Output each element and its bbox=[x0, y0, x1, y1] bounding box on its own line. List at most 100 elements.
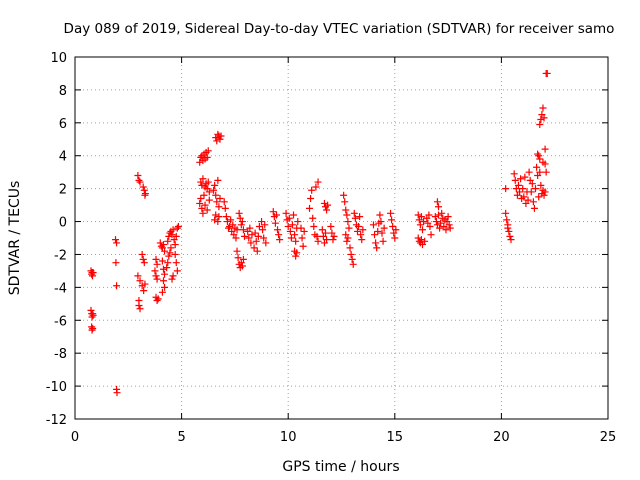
data-point bbox=[535, 193, 543, 201]
data-point bbox=[211, 181, 219, 189]
data-point bbox=[233, 247, 241, 255]
data-point bbox=[168, 275, 176, 283]
data-point bbox=[156, 239, 164, 247]
data-point bbox=[169, 226, 177, 234]
data-point bbox=[248, 231, 256, 239]
data-point bbox=[536, 120, 544, 128]
data-point bbox=[313, 232, 321, 240]
data-point bbox=[136, 277, 144, 285]
data-point bbox=[376, 211, 384, 219]
data-point bbox=[502, 209, 510, 217]
axis-ticks: 0 5 10 15 20 25 -12 -10 -8 -6 -4 -2 0 2 4 6 8 10 bbox=[46, 51, 617, 445]
data-point bbox=[502, 185, 510, 193]
data-point bbox=[237, 221, 245, 229]
data-point bbox=[88, 272, 96, 280]
data-point bbox=[528, 180, 536, 188]
data-point bbox=[139, 255, 147, 263]
data-point bbox=[322, 229, 330, 237]
data-point bbox=[353, 227, 361, 235]
data-point bbox=[271, 219, 279, 227]
data-point bbox=[239, 255, 247, 263]
data-point bbox=[537, 116, 545, 124]
data-point bbox=[358, 236, 366, 244]
data-point bbox=[140, 186, 148, 194]
data-point bbox=[342, 206, 350, 214]
data-point bbox=[88, 326, 96, 334]
data-point bbox=[255, 222, 263, 230]
data-point bbox=[164, 259, 172, 267]
data-point bbox=[417, 213, 425, 221]
data-point bbox=[318, 226, 326, 234]
data-point bbox=[535, 152, 543, 160]
data-point bbox=[154, 295, 162, 303]
data-point bbox=[327, 222, 335, 230]
data-point bbox=[253, 247, 261, 255]
data-point bbox=[433, 198, 441, 206]
data-point bbox=[532, 185, 540, 193]
data-point bbox=[222, 213, 230, 221]
data-point bbox=[235, 209, 243, 217]
data-point bbox=[350, 209, 358, 217]
data-point bbox=[88, 313, 96, 321]
data-point bbox=[300, 227, 308, 235]
data-point bbox=[89, 269, 97, 277]
data-point bbox=[275, 231, 283, 239]
data-point bbox=[314, 237, 322, 245]
data-point bbox=[445, 221, 453, 229]
data-point bbox=[245, 234, 253, 242]
data-point bbox=[161, 283, 169, 291]
data-point bbox=[320, 199, 328, 207]
data-point bbox=[431, 213, 439, 221]
data-point bbox=[379, 237, 387, 245]
data-point bbox=[198, 181, 206, 189]
data-point bbox=[437, 219, 445, 227]
data-point bbox=[165, 252, 173, 260]
data-point bbox=[269, 208, 277, 216]
data-point bbox=[444, 213, 452, 221]
data-point bbox=[356, 213, 364, 221]
data-point bbox=[276, 236, 284, 244]
data-point bbox=[172, 259, 180, 267]
data-point bbox=[414, 234, 422, 242]
data-point bbox=[226, 222, 234, 230]
data-point bbox=[530, 204, 538, 212]
data-point bbox=[205, 188, 213, 196]
data-point bbox=[227, 216, 235, 224]
data-point bbox=[214, 218, 222, 226]
data-point bbox=[172, 232, 180, 240]
plot-frame bbox=[74, 56, 609, 420]
data-point bbox=[87, 306, 95, 314]
data-point bbox=[196, 158, 204, 166]
y-tick-label: 4 bbox=[59, 150, 67, 165]
y-tick-label: 2 bbox=[59, 183, 67, 198]
data-point bbox=[250, 244, 258, 252]
data-point bbox=[198, 204, 206, 212]
data-point bbox=[112, 259, 120, 267]
data-point bbox=[239, 226, 247, 234]
data-point bbox=[543, 69, 551, 77]
data-point bbox=[213, 137, 221, 145]
data-point bbox=[293, 249, 301, 257]
data-point bbox=[308, 186, 316, 194]
data-point bbox=[536, 168, 544, 176]
data-point bbox=[344, 234, 352, 242]
data-point bbox=[388, 216, 396, 224]
data-point bbox=[527, 188, 535, 196]
data-point bbox=[197, 195, 205, 203]
data-point bbox=[541, 145, 549, 153]
data-points bbox=[87, 69, 551, 397]
data-point bbox=[134, 171, 142, 179]
data-point bbox=[516, 188, 524, 196]
data-point bbox=[392, 226, 400, 234]
data-point bbox=[232, 234, 240, 242]
data-point bbox=[153, 260, 161, 268]
data-point bbox=[153, 275, 161, 283]
data-point bbox=[324, 201, 332, 209]
data-point bbox=[233, 226, 241, 234]
data-point bbox=[306, 204, 314, 212]
data-point bbox=[511, 176, 519, 184]
data-point bbox=[504, 224, 512, 232]
data-point bbox=[340, 191, 348, 199]
data-point bbox=[380, 224, 388, 232]
data-point bbox=[349, 260, 357, 268]
